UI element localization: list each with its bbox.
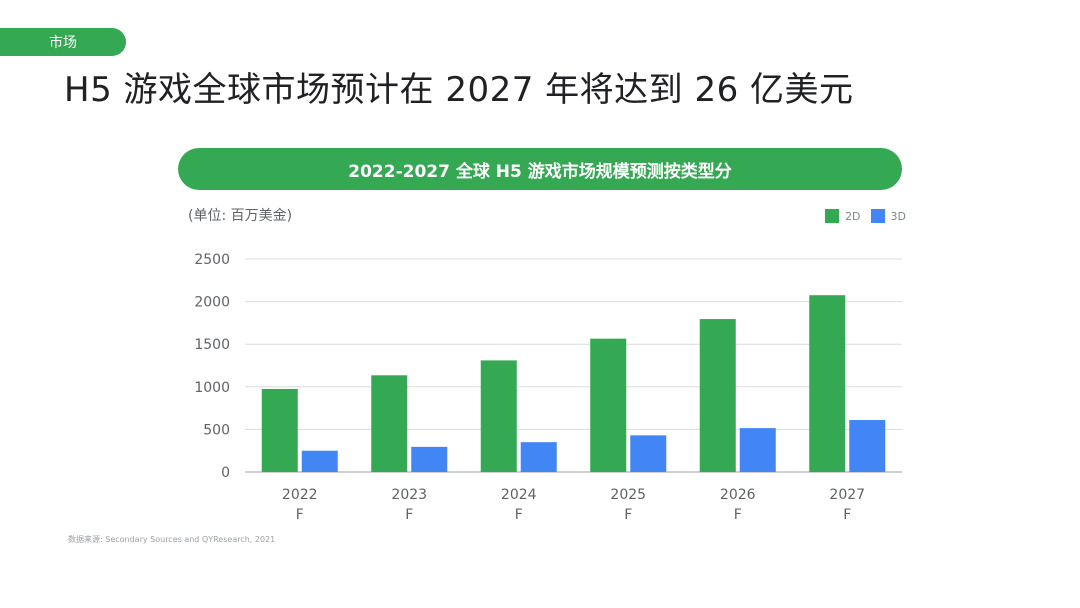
page-title: H5 游戏全球市场预计在 2027 年将达到 26 亿美元: [64, 70, 854, 110]
legend-swatch-2d: [825, 209, 840, 223]
y-tick-label: 2000: [194, 295, 230, 311]
bar-2d-5: [809, 295, 846, 472]
y-tick-label: 1000: [194, 380, 230, 396]
bar-3d-4: [739, 428, 776, 472]
x-tick-label: F: [296, 507, 304, 523]
legend-item-3d: 3D: [870, 209, 906, 223]
legend-label-3d: 3D: [890, 209, 906, 223]
y-tick-label: 0: [221, 465, 230, 481]
x-tick-label: F: [734, 507, 742, 523]
x-tick-label: F: [405, 507, 413, 523]
bar-3d-2: [520, 442, 557, 472]
x-tick-label: F: [843, 507, 851, 523]
bar-3d-0: [301, 450, 338, 472]
x-tick-label: F: [624, 507, 632, 523]
bar-3d-1: [411, 446, 448, 472]
chart-title: 2022-2027 全球 H5 游戏市场规模预测按类型分: [178, 148, 902, 190]
x-tick-label: 2024: [501, 487, 537, 503]
bar-2d-0: [261, 388, 298, 472]
x-tick-label: 2026: [720, 487, 756, 503]
y-axis-label: (单位: 百万美金): [188, 208, 293, 224]
x-tick-label: 2023: [391, 487, 427, 503]
y-tick-label: 1500: [194, 337, 230, 353]
x-tick-label: 2022: [282, 487, 318, 503]
bar-2d-4: [699, 319, 736, 472]
bar-3d-3: [630, 435, 667, 472]
bar-2d-2: [480, 360, 517, 472]
source-note: 数据来源: Secondary Sources and QYResearch, …: [68, 535, 276, 544]
x-tick-label: F: [515, 507, 523, 523]
legend-label-2d: 2D: [845, 209, 861, 223]
x-tick-label: 2025: [610, 487, 646, 503]
section-tag: 市场: [0, 28, 126, 56]
chart-legend: 2D 3D: [825, 209, 906, 223]
bar-3d-5: [849, 420, 886, 472]
x-tick-label: 2027: [829, 487, 865, 503]
y-tick-label: 2500: [194, 252, 230, 268]
bar-2d-1: [371, 375, 408, 472]
y-tick-label: 500: [203, 422, 230, 438]
bar-2d-3: [590, 338, 627, 472]
legend-item-2d: 2D: [825, 209, 861, 223]
legend-swatch-3d: [870, 209, 885, 223]
